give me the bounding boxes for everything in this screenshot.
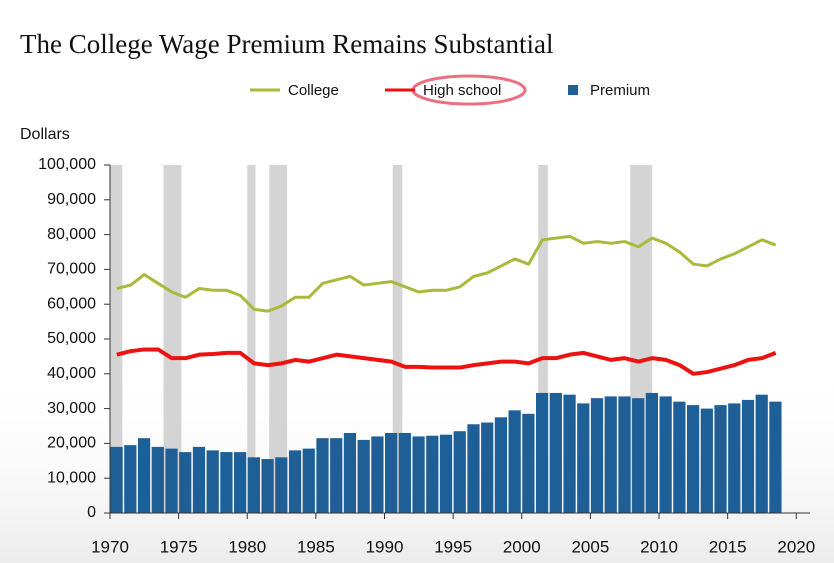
bar (124, 445, 137, 513)
bar (165, 448, 178, 513)
bar (247, 457, 260, 513)
bar (467, 424, 480, 513)
x-tick-label: 1975 (160, 537, 198, 556)
bar (645, 392, 659, 513)
bar (453, 431, 466, 513)
bar (151, 446, 164, 513)
y-tick-label: 90,000 (47, 191, 96, 208)
bar (659, 396, 672, 513)
y-tick-label: 40,000 (47, 365, 96, 382)
bar (728, 403, 741, 513)
line (116, 347, 777, 376)
y-tick-label: 50,000 (47, 330, 96, 347)
y-tick-label: 0 (87, 504, 96, 521)
bar (234, 452, 247, 513)
chart-title: The College Wage Premium Remains Substan… (20, 29, 554, 59)
bar (330, 438, 343, 513)
bar (686, 405, 700, 513)
y-axis-label: Dollars (20, 126, 70, 143)
bar (302, 448, 315, 513)
bar (618, 396, 631, 513)
recession-band (392, 165, 403, 513)
bar (481, 422, 494, 513)
legend-swatch (568, 85, 578, 95)
bar (494, 417, 508, 513)
x-tick-label: 1970 (91, 537, 129, 556)
bar (137, 438, 151, 513)
bar (755, 394, 768, 513)
bar (577, 403, 590, 513)
bar (261, 459, 274, 513)
legend-label: College (288, 82, 339, 99)
bar (385, 432, 398, 513)
x-tick-label: 1985 (297, 537, 335, 556)
y-tick-label: 100,000 (38, 156, 96, 173)
x-tick-label: 1995 (434, 537, 472, 556)
bar (563, 394, 576, 513)
bar (220, 452, 233, 513)
x-tick-label: 2000 (503, 537, 541, 556)
bar (700, 408, 713, 513)
bar (522, 413, 535, 513)
bar (590, 398, 604, 513)
bar (439, 434, 453, 513)
bar (714, 405, 727, 513)
x-tick-label: 2015 (709, 537, 747, 556)
y-tick-label: 70,000 (47, 261, 96, 278)
legend-label: Premium (590, 82, 650, 99)
bar (632, 398, 645, 513)
bar (192, 446, 206, 513)
bar (288, 450, 302, 513)
bar (741, 399, 755, 513)
x-tick-label: 2020 (777, 537, 815, 556)
bar (769, 401, 782, 513)
y-tick-label: 60,000 (47, 295, 96, 312)
bar (535, 392, 549, 513)
bar (206, 450, 219, 513)
bar (604, 396, 617, 513)
recession-band (538, 165, 548, 513)
y-tick-label: 80,000 (47, 226, 96, 243)
bar (357, 439, 370, 513)
line (116, 234, 777, 313)
recession-band (247, 165, 256, 513)
recession-band (269, 165, 288, 513)
bar (412, 436, 425, 513)
legend-label: High school (423, 82, 501, 99)
bar (275, 457, 288, 513)
bar (343, 432, 357, 513)
x-tick-label: 2010 (640, 537, 678, 556)
bar (179, 452, 192, 513)
recession-band (163, 165, 182, 513)
bar (673, 401, 686, 513)
bar (316, 438, 329, 513)
bar (508, 410, 521, 513)
x-tick-label: 1980 (228, 537, 266, 556)
y-tick-label: 10,000 (47, 469, 96, 486)
y-tick-label: 20,000 (47, 435, 96, 452)
x-tick-label: 1990 (366, 537, 404, 556)
x-tick-label: 2005 (571, 537, 609, 556)
recession-band (110, 165, 123, 513)
y-tick-label: 30,000 (47, 400, 96, 417)
bar (426, 435, 439, 513)
bar (371, 436, 384, 513)
bar (398, 432, 411, 513)
bar (549, 392, 562, 513)
bar (110, 446, 123, 513)
